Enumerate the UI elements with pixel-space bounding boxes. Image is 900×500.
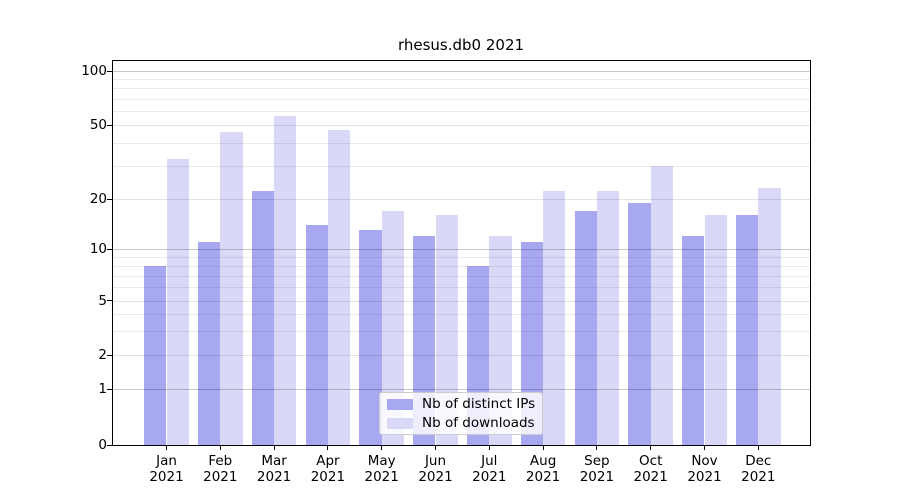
y-tick-label-100: 100 [81, 63, 107, 79]
x-tick-label-jun: Jun 2021 [406, 453, 466, 485]
y-tick-50 [107, 124, 113, 126]
gridline-y-2 [113, 355, 810, 356]
x-tick-label-aug: Aug 2021 [513, 453, 573, 485]
x-tick-label-may: May 2021 [352, 453, 412, 485]
y-tick-label-20: 20 [89, 191, 107, 207]
x-tick-apr [327, 445, 329, 450]
x-tick-year-sep: 2021 [579, 468, 615, 485]
x-tick-sep [596, 445, 598, 450]
x-tick-label-oct: Oct 2021 [621, 453, 681, 485]
x-tick-year-dec: 2021 [741, 468, 776, 485]
x-tick-may [381, 445, 383, 450]
minor-gridline-y-60 [113, 110, 810, 112]
bar-downloads-jan [166, 158, 189, 445]
minor-gridline-y-4 [113, 313, 810, 315]
x-tick-year-mar: 2021 [256, 468, 292, 485]
legend-label-distinct-ips: Nb of distinct IPs [422, 396, 536, 412]
minor-gridline-y-8 [113, 265, 810, 267]
bar-downloads-jun [435, 215, 458, 445]
bar-downloads-feb [220, 131, 243, 445]
x-tick-year-jan: 2021 [149, 468, 184, 485]
x-tick-jun [434, 445, 437, 450]
minor-gridline-y-90 [113, 79, 810, 81]
gridline-y-100 [113, 71, 810, 72]
x-tick-label-dec: Dec 2021 [728, 453, 788, 485]
legend-label-downloads: Nb of downloads [422, 415, 535, 431]
minor-gridline-y-70 [113, 98, 810, 100]
gridline-y-50 [113, 125, 810, 126]
gridline-y-5 [113, 300, 810, 302]
x-tick-label-apr: Apr 2021 [298, 453, 358, 485]
minor-gridline-y-80 [113, 88, 810, 90]
x-tick-mar [273, 445, 275, 450]
gridline-y-20 [113, 199, 810, 200]
bar-distinct-ips-dec [736, 215, 759, 445]
x-tick-dec [757, 445, 759, 450]
bar-distinct-ips-may [359, 230, 382, 445]
x-tick-label-feb: Feb 2021 [190, 453, 250, 485]
bar-downloads-dec [758, 187, 781, 445]
x-tick-year-nov: 2021 [687, 468, 722, 485]
x-tick-label-sep: Sep 2021 [567, 453, 627, 485]
legend-item-distinct-ips: Nb of distinct IPs [387, 396, 542, 412]
x-tick-year-feb: 2021 [203, 468, 238, 485]
x-tick-year-oct: 2021 [633, 468, 668, 485]
bar-downloads-nov [704, 215, 727, 445]
chart-title: rhesus.db0 2021 [397, 36, 525, 54]
x-tick-jul [488, 445, 490, 450]
bar-downloads-oct [650, 166, 673, 445]
bar-distinct-ips-feb [198, 242, 221, 445]
bar-distinct-ips-mar [251, 191, 275, 445]
y-tick-label-2: 2 [98, 347, 107, 363]
bar-distinct-ips-nov [682, 235, 705, 445]
minor-gridline-y-6 [113, 286, 810, 288]
minor-gridline-y-9 [113, 256, 810, 258]
bar-downloads-mar [274, 116, 297, 445]
x-tick-label-jul: Jul 2021 [459, 453, 519, 485]
y-tick-1 [107, 388, 113, 390]
minor-gridline-y-40 [113, 143, 810, 145]
y-tick-20 [107, 198, 113, 200]
x-tick-oct [650, 445, 652, 450]
x-tick-nov [703, 445, 706, 450]
y-tick-10 [107, 248, 113, 250]
legend-swatch-downloads [387, 417, 413, 429]
y-tick-label-50: 50 [89, 117, 107, 133]
bar-distinct-ips-oct [628, 202, 651, 445]
x-tick-label-jan: Jan 2021 [137, 453, 197, 485]
x-tick-year-jun: 2021 [418, 468, 453, 485]
gridline-y-1 [113, 389, 810, 390]
x-tick-label-mar: Mar 2021 [244, 453, 304, 485]
plot-area: Nb of distinct IPs Nb of downloads 100 50… [81, 60, 811, 484]
x-tick-jan [165, 445, 168, 450]
x-tick-year-aug: 2021 [525, 468, 561, 485]
bar-downloads-sep [596, 191, 620, 445]
gridline-y-10 [113, 249, 810, 250]
x-tick-label-nov: Nov 2021 [675, 453, 735, 485]
x-tick-year-apr: 2021 [310, 468, 346, 485]
x-tick-year-jul: 2021 [472, 468, 507, 485]
x-tick-feb [219, 445, 221, 450]
bar-downloads-aug [543, 191, 566, 445]
y-tick-100 [107, 70, 113, 72]
legend: Nb of distinct IPs Nb of downloads [379, 392, 543, 435]
legend-swatch-distinct-ips [387, 398, 413, 410]
y-tick-2 [107, 354, 113, 356]
x-tick-aug [542, 445, 544, 450]
y-tick-label-5: 5 [98, 292, 107, 309]
y-tick-label-0: 0 [98, 437, 107, 453]
x-tick-year-may: 2021 [364, 468, 399, 485]
bar-distinct-ips-sep [574, 210, 597, 445]
y-tick-label-1: 1 [98, 381, 107, 397]
minor-gridline-y-7 [113, 275, 810, 277]
y-tick-5 [107, 300, 113, 302]
y-tick-label-10: 10 [89, 241, 107, 257]
legend-item-downloads: Nb of downloads [387, 415, 542, 431]
minor-gridline-y-3 [113, 330, 810, 332]
y-tick-0 [107, 444, 113, 446]
bar-downloads-may [381, 210, 404, 445]
minor-gridline-y-30 [113, 166, 810, 168]
